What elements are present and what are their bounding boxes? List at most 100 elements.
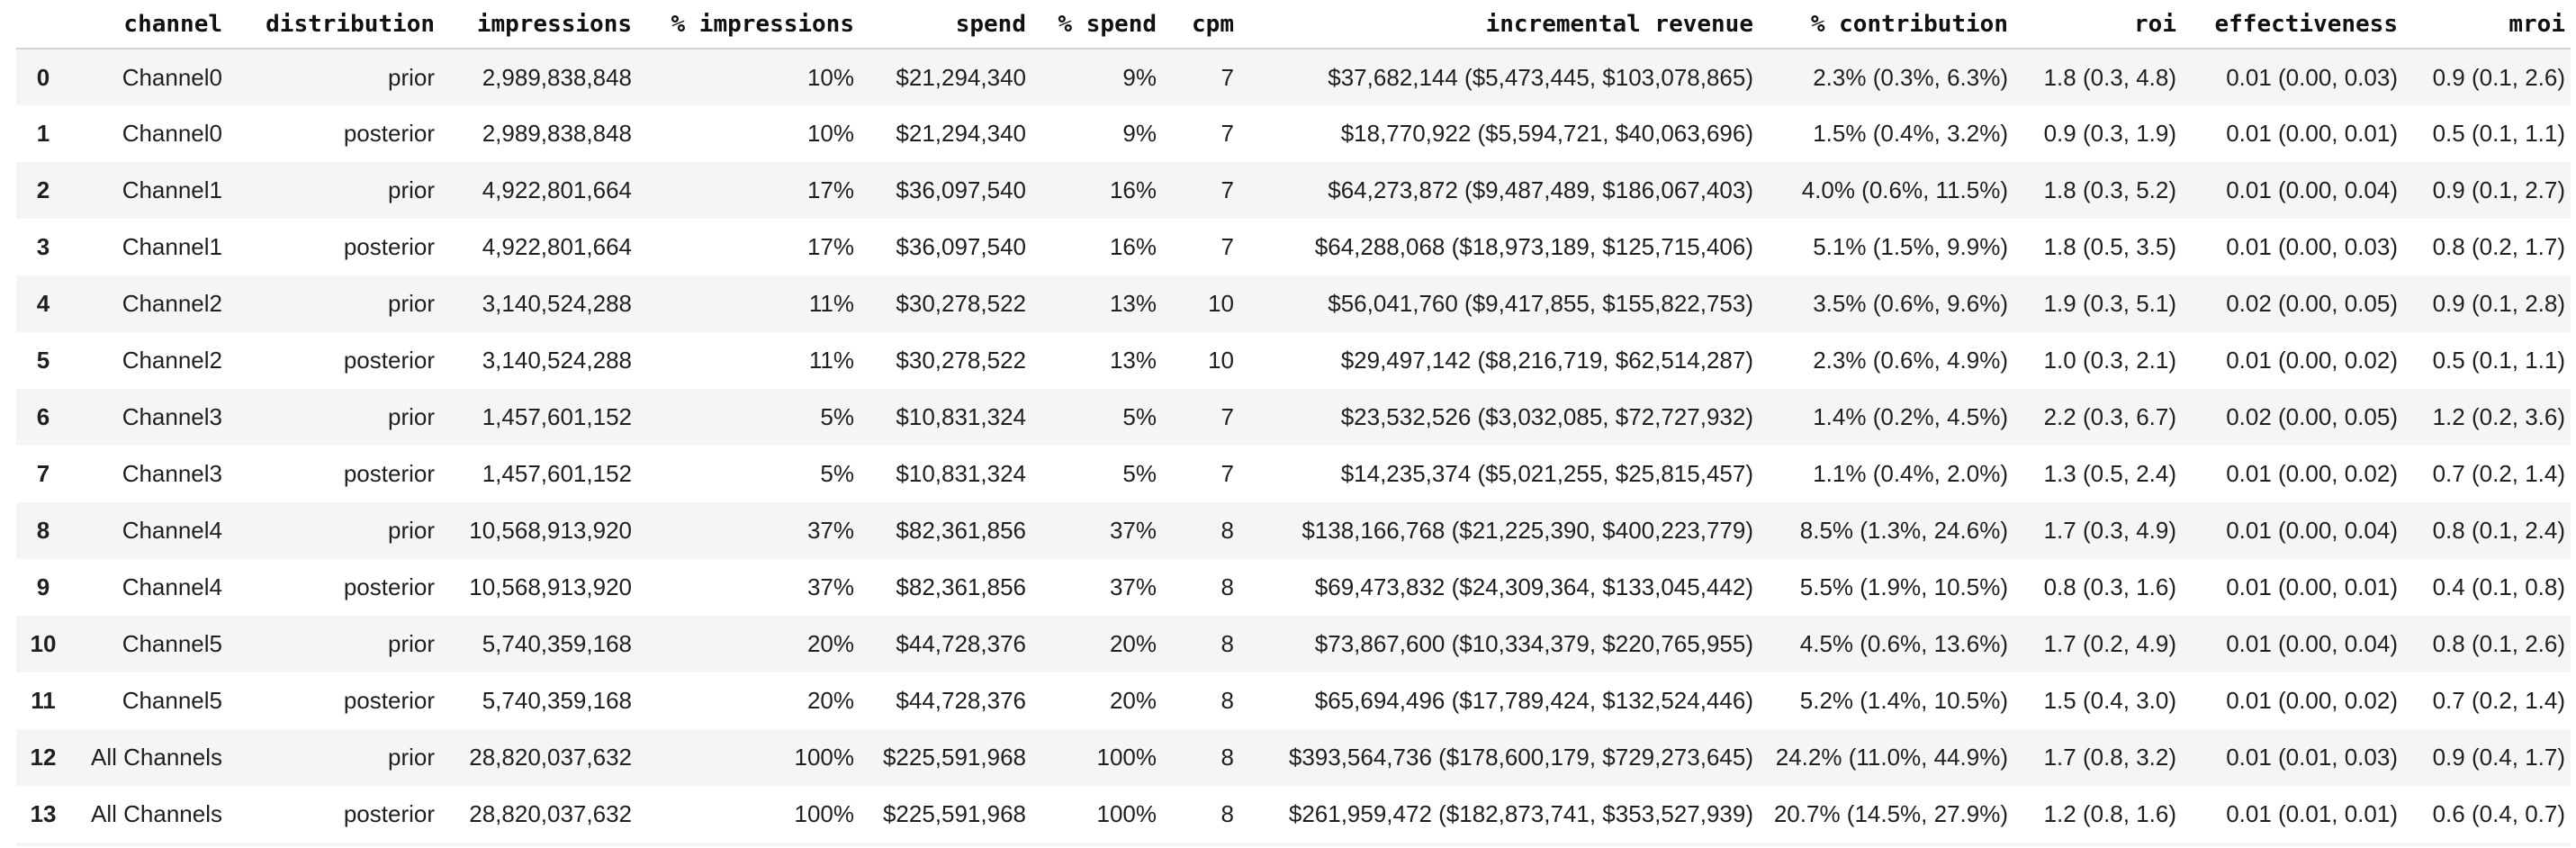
cell-impressions: 4,922,801,664 xyxy=(482,233,632,260)
cell-pct_spend: 100% xyxy=(1096,744,1157,771)
cell-incremental_revenue: $37,682,144 ($5,473,445, $103,078,865) xyxy=(1328,63,1753,91)
cell-pct_contribution: 5.1% (1.5%, 9.9%) xyxy=(1813,233,2008,260)
table-row: 4 Channel2 prior 3,140,524,288 11% $30,278,52… xyxy=(16,275,2571,332)
row-index: 6 xyxy=(36,403,50,430)
cell-pct_spend: 37% xyxy=(1109,517,1157,544)
cell-pct_spend: 13% xyxy=(1109,290,1157,317)
table-row: 1 Channel0 posterior 2,989,838,848 10% $21,29… xyxy=(16,105,2571,162)
cell-incremental_revenue: $261,959,472 ($182,873,741, $353,527,939… xyxy=(1288,800,1753,827)
cell-incremental_revenue: $64,288,068 ($18,973,189, $125,715,406) xyxy=(1314,233,1753,260)
cell-mroi: 1.2 (0.2, 3.6) xyxy=(2432,403,2565,430)
cell-effectiveness: 0.01 (0.00, 0.03) xyxy=(2226,233,2398,260)
cell-incremental_revenue: $138,166,768 ($21,225,390, $400,223,779) xyxy=(1302,517,1753,544)
cell-channel: Channel3 xyxy=(122,403,222,430)
table-row: 12 All Channels prior 28,820,037,632 100% $22… xyxy=(16,729,2571,786)
cell-pct_spend: 20% xyxy=(1109,687,1157,714)
cell-mroi: 0.9 (0.1, 2.6) xyxy=(2432,63,2565,91)
cell-pct_impressions: 10% xyxy=(806,63,854,91)
cell-impressions: 3,140,524,288 xyxy=(482,290,632,317)
cell-cpm: 7 xyxy=(1220,403,1234,430)
table-body: 0 Channel0 prior 2,989,838,848 10% $21,294,34… xyxy=(16,49,2571,843)
cell-impressions: 2,989,838,848 xyxy=(482,63,632,91)
cell-distribution: posterior xyxy=(343,573,435,600)
table-header: channel distribution impressions % impressi… xyxy=(16,0,2571,49)
cell-roi: 1.0 (0.3, 2.1) xyxy=(2043,347,2176,374)
cell-pct_impressions: 10% xyxy=(806,120,854,147)
cell-pct_contribution: 2.3% (0.3%, 6.3%) xyxy=(1813,63,2008,91)
cell-impressions: 10,568,913,920 xyxy=(469,517,632,544)
cell-spend: $225,591,968 xyxy=(882,800,1026,827)
row-index: 4 xyxy=(36,290,50,317)
cell-cpm: 7 xyxy=(1220,460,1234,487)
cell-mroi: 0.7 (0.2, 1.4) xyxy=(2432,460,2565,487)
cell-pct_contribution: 2.3% (0.6%, 4.9%) xyxy=(1813,347,2008,374)
cell-channel: Channel0 xyxy=(122,120,222,147)
cell-pct_impressions: 20% xyxy=(806,630,854,657)
cell-channel: Channel1 xyxy=(122,233,222,260)
cell-impressions: 28,820,037,632 xyxy=(469,800,632,827)
cell-pct_spend: 16% xyxy=(1109,176,1157,203)
cell-pct_spend: 9% xyxy=(1122,63,1157,91)
header-row: channel distribution impressions % impressi… xyxy=(16,0,2571,49)
column-header-pct_spend: % spend xyxy=(1058,10,1157,38)
cell-impressions: 10,568,913,920 xyxy=(469,573,632,600)
cell-incremental_revenue: $56,041,760 ($9,417,855, $155,822,753) xyxy=(1328,290,1753,317)
cell-roi: 2.2 (0.3, 6.7) xyxy=(2043,403,2176,430)
cell-mroi: 0.9 (0.1, 2.8) xyxy=(2432,290,2565,317)
cell-pct_contribution: 20.7% (14.5%, 27.9%) xyxy=(1773,800,2008,827)
cell-distribution: posterior xyxy=(343,233,435,260)
cell-cpm: 8 xyxy=(1220,630,1234,657)
cell-channel: Channel5 xyxy=(122,630,222,657)
cell-channel: Channel5 xyxy=(122,687,222,714)
cell-mroi: 0.6 (0.4, 0.7) xyxy=(2432,800,2565,827)
cell-distribution: posterior xyxy=(343,800,435,827)
cell-effectiveness: 0.01 (0.01, 0.03) xyxy=(2226,744,2398,771)
cell-spend: $36,097,540 xyxy=(896,176,1026,203)
cell-spend: $36,097,540 xyxy=(896,233,1026,260)
row-index: 1 xyxy=(36,120,50,147)
cell-pct_contribution: 5.2% (1.4%, 10.5%) xyxy=(1799,687,2008,714)
cell-impressions: 5,740,359,168 xyxy=(482,687,632,714)
cell-distribution: prior xyxy=(387,290,435,317)
cell-cpm: 7 xyxy=(1220,176,1234,203)
cell-effectiveness: 0.02 (0.00, 0.05) xyxy=(2226,403,2398,430)
cell-distribution: posterior xyxy=(343,120,435,147)
table-row: 3 Channel1 posterior 4,922,801,664 17% $36,09… xyxy=(16,219,2571,275)
cell-effectiveness: 0.01 (0.00, 0.02) xyxy=(2226,460,2398,487)
cell-channel: Channel0 xyxy=(122,63,222,91)
table-row: 0 Channel0 prior 2,989,838,848 10% $21,294,34… xyxy=(16,49,2571,105)
cell-distribution: prior xyxy=(387,176,435,203)
row-index: 7 xyxy=(36,460,50,487)
row-index: 0 xyxy=(36,63,50,91)
row-index: 9 xyxy=(36,573,50,600)
cell-mroi: 0.8 (0.1, 2.4) xyxy=(2432,517,2565,544)
cell-pct_spend: 9% xyxy=(1122,120,1157,147)
cell-effectiveness: 0.01 (0.00, 0.04) xyxy=(2226,517,2398,544)
cell-cpm: 8 xyxy=(1220,744,1234,771)
cell-cpm: 10 xyxy=(1208,290,1234,317)
cell-mroi: 0.5 (0.1, 1.1) xyxy=(2432,347,2565,374)
cell-spend: $30,278,522 xyxy=(896,290,1026,317)
cell-effectiveness: 0.01 (0.00, 0.02) xyxy=(2226,347,2398,374)
cell-pct_impressions: 100% xyxy=(794,800,855,827)
cell-pct_contribution: 1.5% (0.4%, 3.2%) xyxy=(1813,120,2008,147)
row-index: 12 xyxy=(30,744,57,771)
cell-distribution: posterior xyxy=(343,460,435,487)
cell-channel: Channel3 xyxy=(122,460,222,487)
cell-mroi: 0.4 (0.1, 0.8) xyxy=(2432,573,2565,600)
column-header-impressions: impressions xyxy=(476,10,632,38)
table-bottom-edge xyxy=(16,843,2571,846)
cell-impressions: 3,140,524,288 xyxy=(482,347,632,374)
column-header-effectiveness: effectiveness xyxy=(2214,10,2399,38)
cell-effectiveness: 0.01 (0.00, 0.03) xyxy=(2226,63,2398,91)
cell-incremental_revenue: $69,473,832 ($24,309,364, $133,045,442) xyxy=(1314,573,1753,600)
cell-impressions: 4,922,801,664 xyxy=(482,176,632,203)
cell-pct_spend: 5% xyxy=(1122,460,1157,487)
cell-effectiveness: 0.01 (0.01, 0.01) xyxy=(2226,800,2398,827)
table-row: 9 Channel4 posterior 10,568,913,920 37% $82,3… xyxy=(16,559,2571,616)
cell-roi: 1.3 (0.5, 2.4) xyxy=(2043,460,2176,487)
cell-distribution: posterior xyxy=(343,687,435,714)
cell-cpm: 7 xyxy=(1220,120,1234,147)
cell-effectiveness: 0.01 (0.00, 0.04) xyxy=(2226,176,2398,203)
cell-spend: $21,294,340 xyxy=(896,120,1026,147)
